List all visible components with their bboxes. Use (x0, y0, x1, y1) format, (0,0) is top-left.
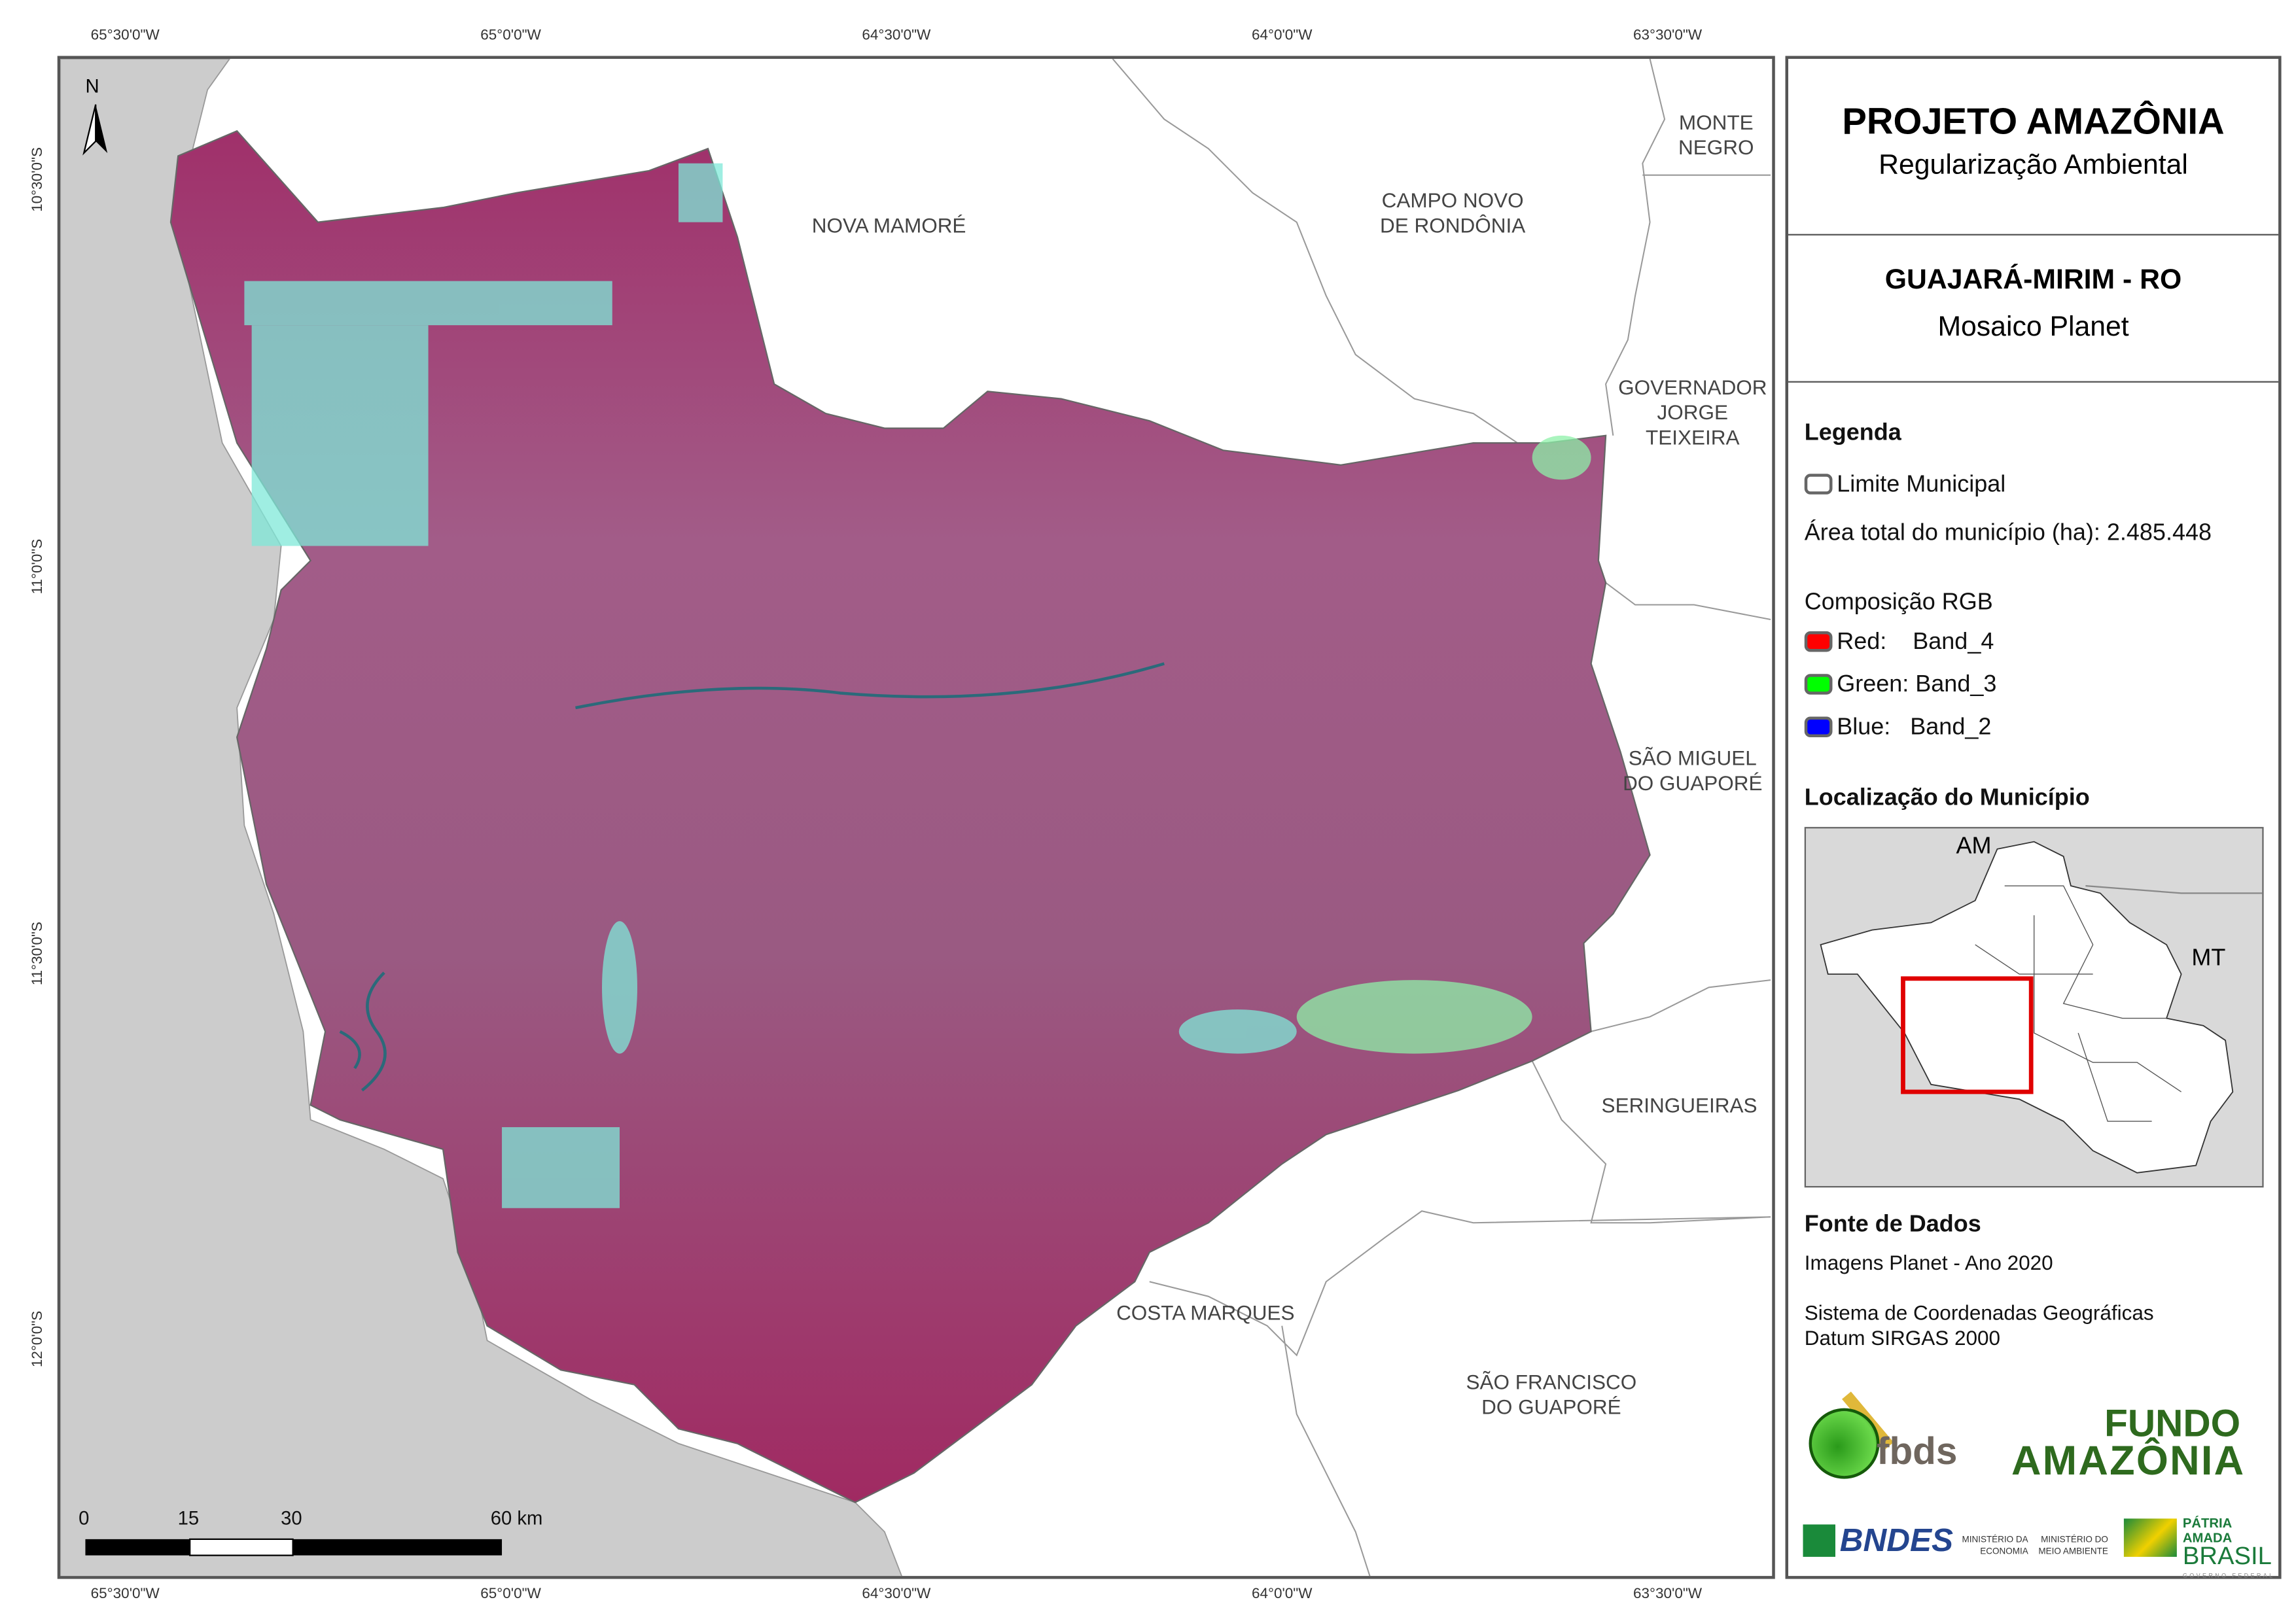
municipality-highlight (1901, 976, 2034, 1094)
municipality-name: GUAJARÁ-MIRIM - RO (1884, 264, 2182, 296)
place-label: NOVA MAMORÉ (811, 213, 966, 237)
area-text: Área total do município (ha): 2.485.448 (1804, 521, 2212, 546)
lat-label: 10°30'0"S (30, 147, 46, 212)
rgb-title: Composição RGB (1804, 590, 1993, 616)
place-label: MONTE NEGRO (1678, 110, 1754, 159)
sources-title: Fonte de Dados (1804, 1212, 1981, 1238)
lon-label-bottom: 64°30'0"W (862, 1586, 931, 1603)
limit-swatch (1804, 474, 1833, 495)
lat-label: 12°0'0"S (30, 1310, 46, 1368)
place-label: SÃO FRANCISCO DO GUAPORÉ (1466, 1370, 1637, 1419)
rondonia-state (1820, 841, 2234, 1174)
inset-label-mt: MT (2191, 946, 2226, 971)
place-label: SÃO MIGUEL DO GUAPORÉ (1623, 746, 1763, 795)
map-frame (57, 56, 1775, 1579)
band-blue: Blue: Band_2 (1804, 715, 1991, 741)
governo-federal-logo: PÁTRIA AMADA BRASIL GOVERNO FEDERAL (2182, 1515, 2275, 1579)
ministerio-economia-logo: MINISTÉRIO DA ECONOMIA (1962, 1536, 2028, 1557)
red-swatch (1804, 631, 1833, 652)
fundo-amazonia-logo: FUNDO AMAZÔNIA (2011, 1401, 2246, 1484)
inset-map: AM MT (1804, 827, 2264, 1188)
rivers (339, 662, 1165, 1092)
place-label: SERINGUEIRAS (1601, 1093, 1757, 1117)
lon-label-bottom: 65°30'0"W (90, 1586, 160, 1603)
scale-label: 30 (281, 1507, 302, 1529)
lon-label-top: 64°0'0"W (1251, 27, 1313, 44)
scale-label: 60 km (490, 1507, 543, 1529)
lat-label: 11°0'0"S (30, 538, 46, 595)
lon-label-bottom: 65°0'0"W (480, 1586, 541, 1603)
brasil-flag-icon (2123, 1518, 2177, 1557)
source-line: Datum SIRGAS 2000 (1804, 1325, 2001, 1350)
source-line: Imagens Planet - Ano 2020 (1804, 1250, 2053, 1274)
ministerio-meio-ambiente-logo: MINISTÉRIO DO MEIO AMBIENTE (2038, 1536, 2108, 1557)
title-section: PROJETO AMAZÔNIA Regularização Ambiental (1788, 59, 2279, 236)
legend-title: Legenda (1804, 421, 1901, 446)
legend-limit: Limite Municipal (1804, 472, 2005, 498)
place-label: GOVERNADOR JORGE TEIXEIRA (1618, 375, 1767, 449)
lon-label-top: 65°30'0"W (90, 27, 160, 44)
image-source: Mosaico Planet (1937, 311, 2129, 343)
scale-label: 0 (79, 1507, 90, 1529)
scale-bar (85, 1538, 503, 1556)
scale-label: 15 (177, 1507, 200, 1529)
place-label: CAMPO NOVO DE RONDÔNIA (1380, 188, 1526, 237)
place-label: COSTA MARQUES (1116, 1300, 1295, 1325)
project-title: PROJETO AMAZÔNIA (1842, 101, 2225, 143)
north-label: N (85, 75, 99, 97)
inset-label-am: AM (1956, 834, 1992, 860)
deforested-areas (244, 163, 1591, 1208)
blue-swatch (1804, 716, 1833, 737)
lat-label: 11°30'0"S (30, 922, 46, 986)
lon-label-bottom: 64°0'0"W (1251, 1586, 1313, 1603)
green-swatch (1804, 674, 1833, 695)
project-subtitle: Regularização Ambiental (1879, 150, 2188, 181)
map-canvas (60, 58, 1771, 1577)
fbds-logo: fbds (1806, 1376, 1968, 1486)
lon-label-top: 65°0'0"W (480, 27, 541, 44)
municipality-section: GUAJARÁ-MIRIM - RO Mosaico Planet (1788, 236, 2279, 383)
band-red: Red: Band_4 (1804, 630, 1994, 656)
source-line: Sistema de Coordenadas Geográficas (1804, 1300, 2154, 1325)
lon-label-top: 63°30'0"W (1633, 27, 1703, 44)
lon-label-top: 64°30'0"W (862, 27, 931, 44)
band-green: Green: Band_3 (1804, 672, 1996, 699)
bndes-logo: BNDES (1839, 1521, 1953, 1559)
bndes-icon (1803, 1524, 1836, 1557)
inset-svg (1820, 841, 2263, 1174)
lon-label-bottom: 63°30'0"W (1633, 1586, 1703, 1603)
location-title: Localização do Município (1804, 786, 2090, 811)
info-panel: PROJETO AMAZÔNIA Regularização Ambiental… (1785, 56, 2282, 1579)
